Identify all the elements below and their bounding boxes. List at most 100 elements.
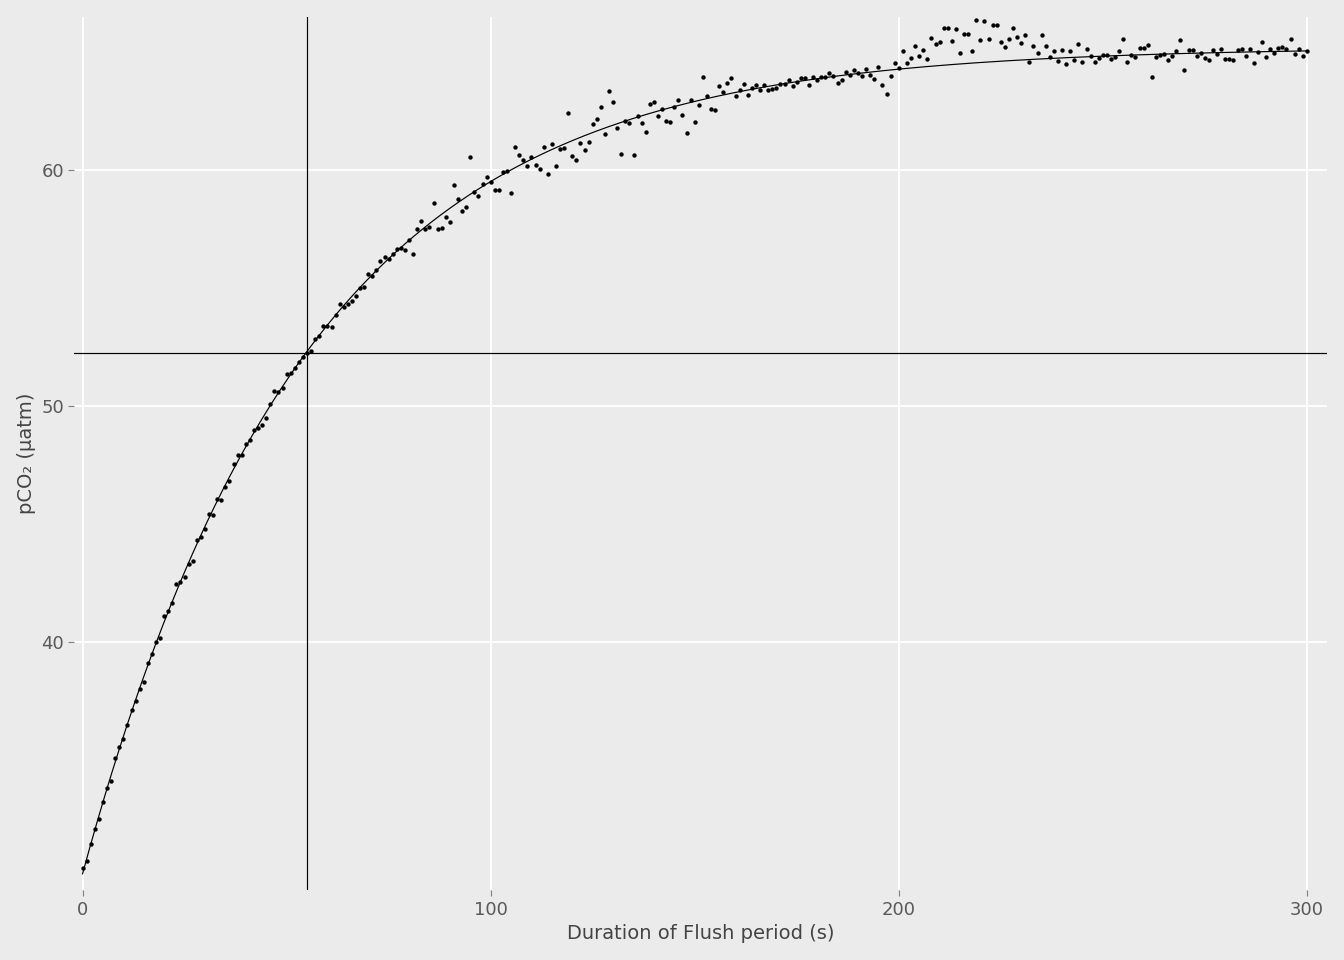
Point <box>402 247 423 262</box>
Point <box>207 492 228 507</box>
Point <box>1011 36 1032 51</box>
Point <box>1067 36 1089 52</box>
Point <box>500 185 521 201</box>
Point <box>317 319 339 334</box>
Point <box>255 411 277 426</box>
Point <box>754 78 775 93</box>
Point <box>831 73 852 88</box>
Point <box>177 556 199 571</box>
Point <box>1059 43 1081 59</box>
Point <box>1219 52 1241 67</box>
Point <box>243 422 265 438</box>
Point <box>1199 53 1220 68</box>
Point <box>101 774 122 789</box>
Point <box>1149 47 1171 62</box>
Point <box>406 221 427 236</box>
Point <box>476 170 497 185</box>
Point <box>492 164 513 180</box>
Point <box>823 68 844 84</box>
Point <box>720 70 742 85</box>
Point <box>1097 47 1118 62</box>
Point <box>913 43 934 59</box>
Point <box>75 852 97 868</box>
Point <box>423 196 445 211</box>
Point <box>626 108 648 124</box>
Point <box>484 181 505 197</box>
Point <box>1279 31 1301 46</box>
Point <box>97 780 118 796</box>
Point <box>427 221 449 236</box>
Point <box>692 69 714 84</box>
Point <box>999 32 1020 47</box>
Point <box>199 506 220 521</box>
Point <box>231 447 253 463</box>
Point <box>786 75 808 90</box>
Point <box>880 68 902 84</box>
Point <box>472 176 493 191</box>
Point <box>117 717 138 732</box>
Point <box>1223 52 1245 67</box>
Point <box>594 127 616 142</box>
Point <box>782 78 804 93</box>
Point <box>570 135 591 151</box>
Point <box>105 751 126 766</box>
Point <box>909 48 930 63</box>
Point <box>333 300 355 315</box>
Point <box>986 17 1008 33</box>
Point <box>1153 47 1175 62</box>
Point <box>181 554 203 569</box>
Point <box>868 60 890 75</box>
Point <box>741 80 762 95</box>
Point <box>1137 37 1159 53</box>
Point <box>892 43 914 59</box>
Point <box>614 113 636 129</box>
Point <box>558 106 579 121</box>
Point <box>1185 48 1207 63</box>
Point <box>582 116 603 132</box>
Point <box>71 860 93 876</box>
Point <box>235 436 257 451</box>
Point <box>153 609 175 624</box>
Point <box>1141 69 1163 84</box>
Point <box>1075 41 1097 57</box>
Point <box>431 221 453 236</box>
Point <box>121 703 142 718</box>
Point <box>843 62 864 78</box>
Point <box>1089 50 1110 65</box>
Point <box>137 656 159 671</box>
Point <box>839 68 860 84</box>
Y-axis label: pCO₂ (µatm): pCO₂ (µatm) <box>16 393 36 515</box>
Point <box>456 200 477 215</box>
Point <box>145 635 167 650</box>
Point <box>1117 54 1138 69</box>
Point <box>1165 44 1187 60</box>
Point <box>953 27 974 42</box>
Point <box>1027 45 1048 60</box>
Point <box>1239 41 1261 57</box>
Point <box>538 167 559 182</box>
Point <box>957 26 978 41</box>
Point <box>1051 42 1073 58</box>
Point <box>1189 45 1211 60</box>
Point <box>410 213 431 228</box>
Point <box>480 174 501 189</box>
Point <box>382 246 403 261</box>
Point <box>590 99 612 114</box>
Point <box>378 252 399 267</box>
Point <box>814 69 836 84</box>
Point <box>300 344 321 359</box>
Point <box>448 191 469 206</box>
Point <box>296 345 317 360</box>
Point <box>1207 47 1228 62</box>
Point <box>1292 49 1313 64</box>
Point <box>1145 49 1167 64</box>
Point <box>1007 30 1028 45</box>
Point <box>664 100 685 115</box>
Point <box>460 150 481 165</box>
Point <box>394 243 415 258</box>
Point <box>1288 41 1309 57</box>
Point <box>634 124 656 139</box>
Point <box>1109 43 1130 59</box>
Point <box>263 383 285 398</box>
Point <box>530 161 551 177</box>
